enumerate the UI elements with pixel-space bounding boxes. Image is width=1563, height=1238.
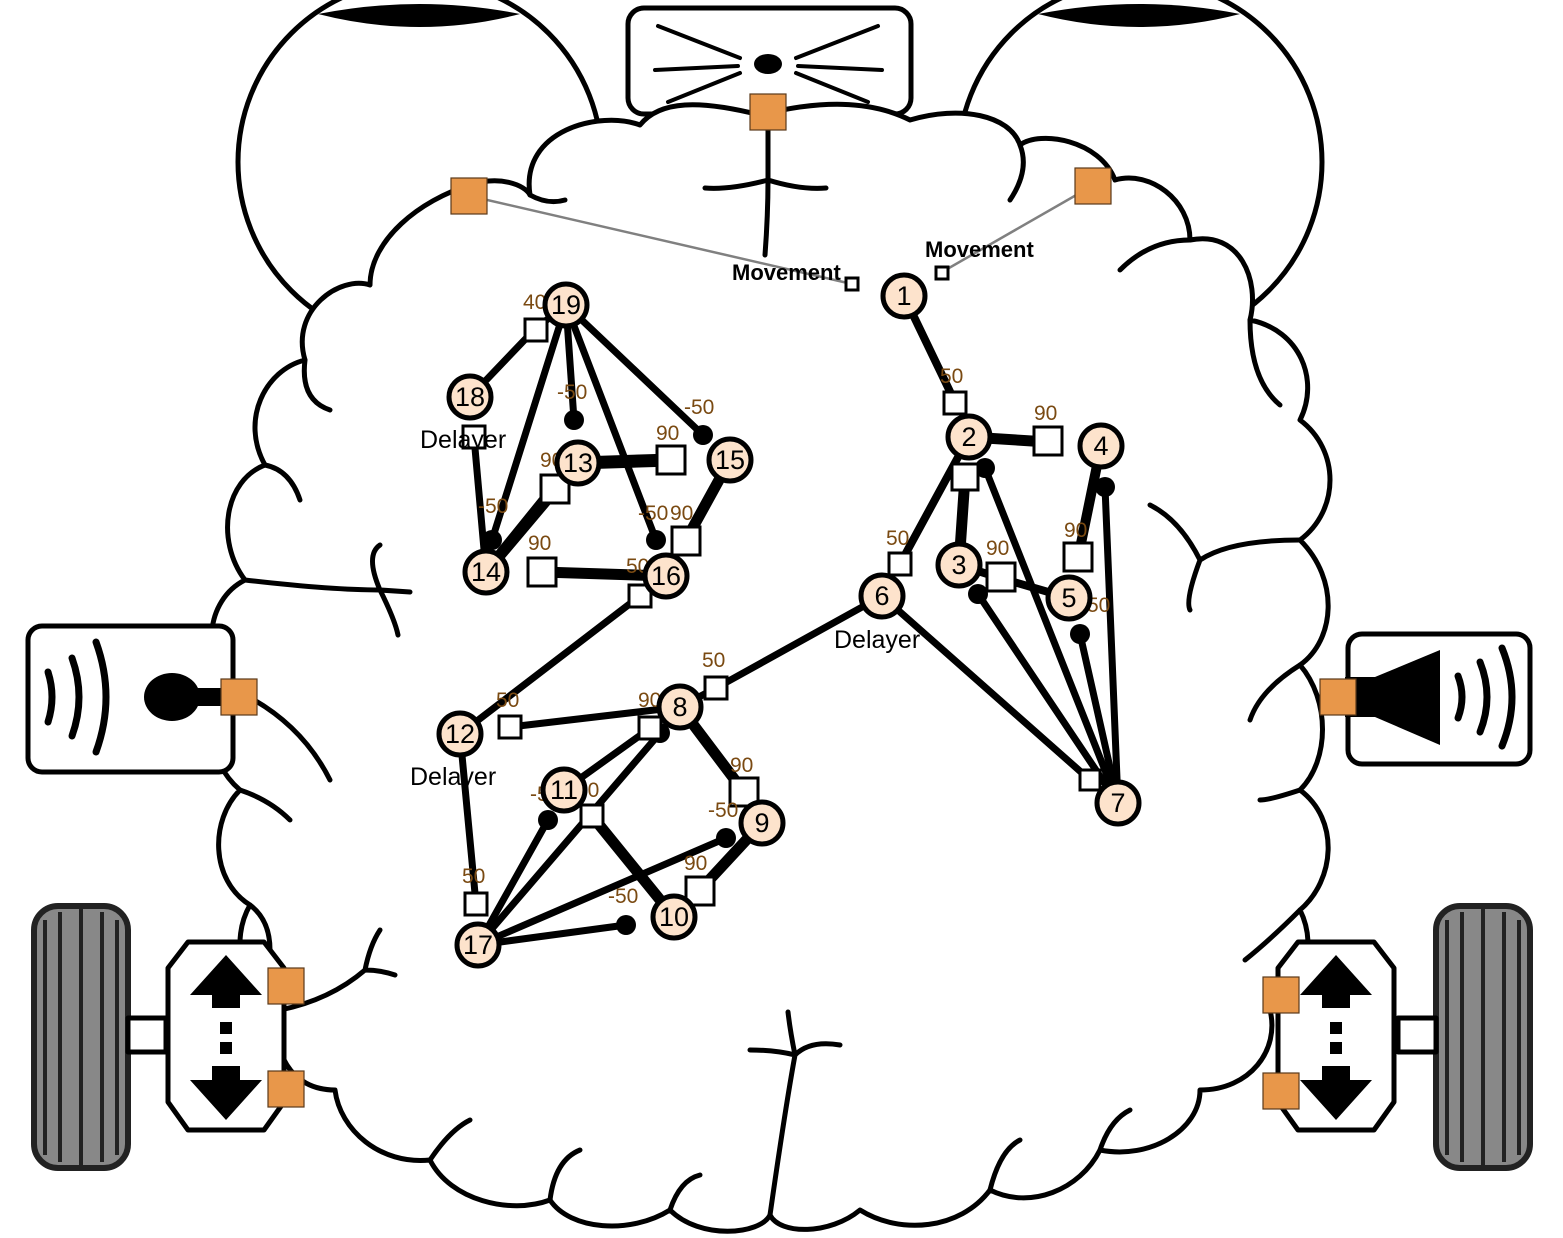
delayer-label: Delayer [410, 763, 496, 791]
neuron-node[interactable]: 16 [642, 552, 690, 600]
actuator-port[interactable] [1262, 976, 1300, 1014]
sensor-port[interactable] [450, 177, 488, 215]
direction-arrows-right-icon [1275, 939, 1397, 1133]
sensor-port[interactable] [749, 93, 787, 131]
neuron-label: 4 [1093, 431, 1108, 461]
neuron-label: 5 [1061, 583, 1076, 613]
actuator-port[interactable] [1319, 678, 1357, 716]
microphone-icon [25, 623, 236, 775]
weight-label: 50 [462, 865, 485, 888]
weight-label: 90 [986, 537, 1009, 560]
neuron-label: 19 [551, 290, 581, 320]
io-ports [220, 93, 1357, 1110]
sensor-port[interactable] [1074, 167, 1112, 205]
neuron-node[interactable]: 3 [935, 541, 983, 589]
actuator-port[interactable] [1262, 1072, 1300, 1110]
neuron-node[interactable]: 17 [454, 921, 502, 969]
actuator-port[interactable] [267, 967, 305, 1005]
neuron-nodes: 1 2 3 4 5 6 7 8 9 10 11 12 13 14 15 16 1… [436, 272, 1142, 969]
neuron-node[interactable]: 2 [945, 413, 993, 461]
neuron-node[interactable]: 13 [554, 439, 602, 487]
movement-label-right: Movement [925, 237, 1034, 262]
weight-label: 90 [638, 689, 661, 712]
weight-label: 90 [730, 754, 753, 777]
weight-label: 50 [940, 365, 963, 388]
movement-label-left: Movement [732, 260, 841, 285]
weight-label: -50 [557, 381, 587, 404]
weight-label: 90 [656, 422, 679, 445]
weight-label: -50 [478, 495, 508, 518]
weight-label: 50 [886, 527, 909, 550]
neuron-node[interactable]: 10 [650, 893, 698, 941]
neuron-node[interactable]: 19 [542, 281, 590, 329]
weight-label: 90 [1034, 402, 1057, 425]
neuron-node[interactable]: 7 [1094, 779, 1142, 827]
weight-label: 90 [670, 502, 693, 525]
neuron-label: 17 [463, 930, 493, 960]
neuron-node[interactable]: 18 [446, 373, 494, 421]
neuron-label: 14 [471, 557, 501, 587]
sensor-port[interactable] [220, 678, 258, 716]
neuron-node[interactable]: 9 [738, 799, 786, 847]
whisker-sensor-icon [625, 5, 914, 117]
neuron-node[interactable]: 6 [858, 572, 906, 620]
speaker-icon [1345, 631, 1533, 767]
neuron-node[interactable]: 15 [706, 436, 754, 484]
neuron-node[interactable]: 4 [1077, 422, 1125, 470]
weight-label: 50 [496, 689, 519, 712]
neuron-label: 8 [672, 692, 687, 722]
weight-label: -50 [684, 396, 714, 419]
weight-label: 90 [528, 532, 551, 555]
neuron-label: 10 [659, 902, 689, 932]
weight-label: 40 [523, 291, 546, 314]
neuron-node[interactable]: 5 [1045, 574, 1093, 622]
neuron-label: 18 [455, 382, 485, 412]
neuron-node[interactable]: 11 [540, 766, 588, 814]
neuron-label: 3 [951, 550, 966, 580]
direction-arrows-left-icon [165, 939, 287, 1133]
synapse-boxes [461, 265, 1102, 917]
weight-label: -50 [608, 885, 638, 908]
delayer-label: Delayer [834, 626, 920, 654]
weight-label: -50 [638, 502, 668, 525]
neuron-label: 12 [445, 719, 475, 749]
wheel-right-icon [1395, 903, 1533, 1171]
neuron-node[interactable]: 12 [436, 710, 484, 758]
neuron-node[interactable]: 1 [880, 272, 928, 320]
neuron-label: 7 [1110, 788, 1125, 818]
neuron-label: 9 [754, 808, 769, 838]
neuron-label: 1 [896, 281, 911, 311]
neuron-node[interactable]: 14 [462, 548, 510, 596]
weight-label: -50 [708, 799, 738, 822]
delayer-label: Delayer [420, 426, 506, 454]
neuron-label: 16 [651, 561, 681, 591]
neuron-label: 13 [563, 448, 593, 478]
neuron-label: 6 [874, 581, 889, 611]
neuron-label: 2 [961, 422, 976, 452]
neuron-label: 15 [715, 445, 745, 475]
wheel-left-icon [31, 903, 169, 1171]
neuron-node[interactable]: 8 [656, 683, 704, 731]
neuron-label: 11 [550, 775, 578, 805]
actuator-port[interactable] [267, 1070, 305, 1108]
weight-label: 90 [1064, 519, 1087, 542]
weight-label: 90 [684, 852, 707, 875]
weight-label: 50 [702, 649, 725, 672]
